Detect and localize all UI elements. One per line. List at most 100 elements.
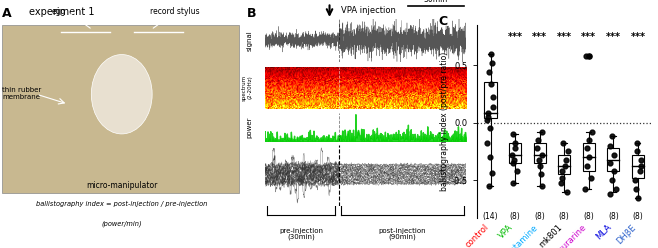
Text: (14): (14) [483,213,498,221]
Text: (8): (8) [510,213,520,221]
Text: signal: signal [247,30,253,51]
Point [582,146,592,150]
Point [633,195,644,199]
Text: A: A [3,7,12,20]
Point [482,112,493,116]
Text: ***: *** [557,32,572,42]
Point [535,164,545,168]
Point [606,134,617,138]
Text: ketamine: ketamine [505,223,540,248]
Point [557,169,567,173]
Point [536,153,547,157]
Point [636,157,646,161]
Point [533,138,544,142]
Point [534,157,545,161]
Text: experiment 1: experiment 1 [29,7,95,17]
Point [605,192,616,196]
Point [486,171,497,175]
Text: ***: *** [606,32,621,42]
Text: ballistography index = post-injection / pre-injection: ballistography index = post-injection / … [36,201,207,207]
Point [586,176,597,180]
Point [484,184,494,188]
Point [605,144,615,148]
Bar [509,143,521,163]
Point [560,164,570,168]
Point [509,157,519,161]
Point [558,141,569,145]
Text: B: B [247,7,256,20]
Text: thin rubber
membrane: thin rubber membrane [3,87,41,100]
Point [510,141,520,145]
Text: (90min): (90min) [389,233,417,240]
Ellipse shape [91,55,152,134]
Text: (power/min): (power/min) [101,221,142,227]
Text: (8): (8) [559,213,570,221]
Text: DHβE: DHβE [615,223,638,246]
Text: ***: *** [581,32,596,42]
Text: 30min: 30min [424,0,448,4]
Point [632,150,642,154]
Text: (8): (8) [584,213,594,221]
Point [488,95,499,99]
Point [537,130,547,134]
Point [607,178,617,182]
Point [561,157,571,161]
Point [484,70,494,74]
Point [488,105,499,109]
Point [482,118,493,122]
Text: ***: *** [532,32,547,42]
Point [483,115,494,119]
Text: ***: *** [507,32,522,42]
Point [482,141,492,145]
Text: control: control [463,223,491,248]
Point [487,61,497,65]
Text: (30min): (30min) [287,233,315,240]
Text: spectrum
(2-20Hz): spectrum (2-20Hz) [241,75,253,101]
Point [531,146,542,150]
Point [582,164,592,168]
Bar [632,155,644,178]
Point [486,82,496,86]
Point [584,155,594,159]
Point [557,176,567,180]
Text: MLA: MLA [594,223,613,242]
Point [609,153,619,157]
Text: (8): (8) [534,213,545,221]
Point [537,184,547,188]
Text: micro-manipulator: micro-manipulator [86,181,157,190]
Point [632,141,642,145]
Point [584,54,594,58]
Point [580,187,591,191]
Point [587,130,597,134]
Point [563,150,573,154]
Text: power: power [247,116,253,138]
Point [536,173,547,177]
Point [486,52,496,56]
Point [631,187,642,191]
Point [508,132,519,136]
Point [510,146,520,150]
Point [584,138,594,142]
Point [636,164,646,168]
Text: C: C [439,15,448,28]
Text: VPA: VPA [497,223,515,241]
Text: (8): (8) [632,213,644,221]
Text: post-injection: post-injection [379,228,426,234]
FancyBboxPatch shape [3,25,239,193]
Point [485,155,495,159]
Text: record stylus: record stylus [151,7,200,16]
Text: pre-injection: pre-injection [279,228,323,234]
Bar [558,155,570,175]
Text: ***: *** [630,32,645,42]
Point [511,169,522,173]
Point [630,178,640,182]
Point [556,181,567,185]
Text: egg: egg [51,7,66,16]
Point [507,181,518,185]
Point [605,161,616,165]
Bar [607,148,619,171]
Point [507,153,517,157]
Text: tubocurarine: tubocurarine [544,223,589,248]
Point [508,161,519,165]
Bar [484,82,497,118]
